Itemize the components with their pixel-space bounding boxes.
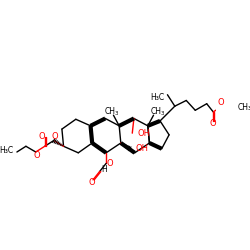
Text: CH₃: CH₃: [238, 102, 250, 112]
Text: CH: CH: [150, 108, 162, 116]
Text: H: H: [101, 166, 106, 174]
Text: O: O: [33, 151, 40, 160]
Text: O: O: [88, 178, 95, 187]
Text: H₃C: H₃C: [0, 146, 14, 155]
Text: O: O: [51, 132, 58, 141]
Text: OH: OH: [138, 129, 151, 138]
Text: O: O: [210, 119, 216, 128]
Text: O: O: [106, 159, 113, 168]
Text: O: O: [217, 98, 224, 108]
Text: H₃C: H₃C: [150, 93, 164, 102]
Text: O: O: [38, 132, 45, 141]
Text: CH: CH: [105, 108, 116, 116]
Text: 3: 3: [114, 111, 118, 116]
Text: OH: OH: [136, 144, 148, 153]
Text: 3: 3: [161, 111, 164, 116]
